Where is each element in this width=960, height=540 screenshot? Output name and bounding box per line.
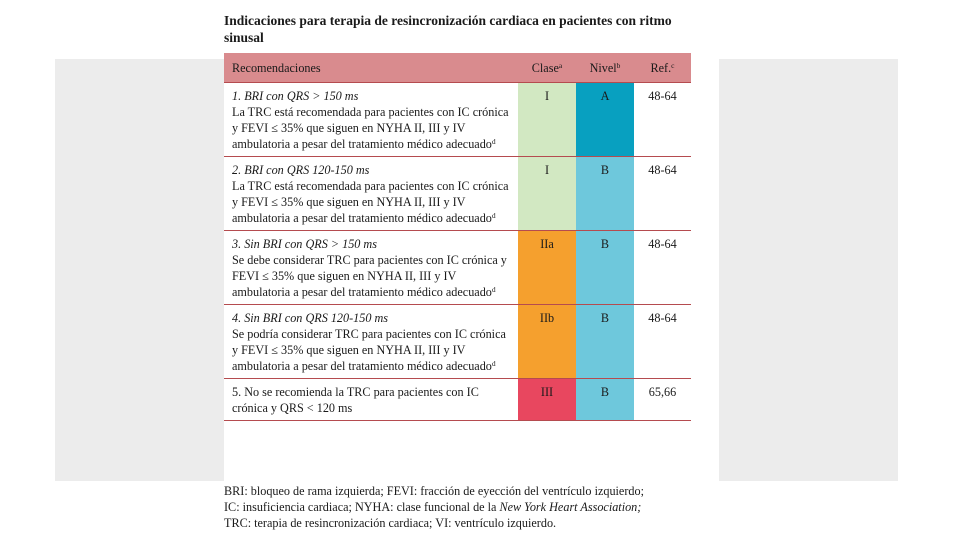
recommendation-text: La TRC está recomendada para pacientes c… (232, 179, 509, 225)
clase-cell: I (518, 156, 576, 231)
ref-cell: 48-64 (634, 156, 691, 231)
table-title: Indicaciones para terapia de resincroniz… (224, 13, 672, 45)
header-clase: Clasea (518, 53, 576, 83)
recommendation-cell: 2. BRI con QRS 120-150 ms La TRC está rec… (224, 156, 518, 231)
ref-cell: 48-64 (634, 304, 691, 379)
table-row: 4. Sin BRI con QRS 120-150 ms Se podría c… (224, 304, 691, 379)
recommendations-table: Recomendaciones Clasea Nivelb Ref.c 1. B… (224, 53, 691, 421)
header-nivel: Nivelb (576, 53, 634, 83)
ref-cell: 65,66 (634, 378, 691, 421)
clase-cell: IIa (518, 230, 576, 305)
ref-cell: 48-64 (634, 230, 691, 305)
table-row: 5. No se recomienda la TRC para paciente… (224, 378, 691, 421)
table-header-row: Recomendaciones Clasea Nivelb Ref.c (224, 53, 691, 83)
recommendation-text: Se debe considerar TRC para pacientes co… (232, 253, 507, 299)
footnote-marker: d (491, 211, 496, 220)
ref-cell: 48-64 (634, 82, 691, 157)
footnote-line-2: IC: insuficiencia cardiaca; NYHA: clase … (224, 500, 642, 514)
left-gray-panel (55, 59, 224, 481)
recommendation-text: La TRC está recomendada para pacientes c… (232, 105, 509, 151)
nivel-cell: B (576, 230, 634, 305)
clase-cell: III (518, 378, 576, 421)
nivel-cell: B (576, 378, 634, 421)
footnote-marker: d (491, 285, 496, 294)
table-row: 3. Sin BRI con QRS > 150 ms Se debe consi… (224, 230, 691, 305)
recommendation-heading: 4. Sin BRI con QRS 120-150 ms (232, 311, 389, 325)
clase-cell: IIb (518, 304, 576, 379)
footnote-marker: d (491, 137, 496, 146)
header-ref: Ref.c (634, 53, 691, 83)
footnote-line-1: BRI: bloqueo de rama izquierda; FEVI: fr… (224, 484, 644, 498)
footnote-line-3: TRC: terapia de resincronización cardiac… (224, 516, 557, 530)
nivel-cell: B (576, 304, 634, 379)
right-gray-panel (719, 59, 898, 481)
recommendation-text: 5. No se recomienda la TRC para paciente… (232, 385, 479, 415)
recommendation-heading: 2. BRI con QRS 120-150 ms (232, 163, 370, 177)
header-recomendaciones: Recomendaciones (224, 53, 518, 83)
recommendation-cell: 4. Sin BRI con QRS 120-150 ms Se podría c… (224, 304, 518, 379)
recommendation-heading: 1. BRI con QRS > 150 ms (232, 89, 359, 103)
clase-cell: I (518, 82, 576, 157)
table-footnote: BRI: bloqueo de rama izquierda; FEVI: fr… (224, 483, 704, 531)
recommendation-heading: 3. Sin BRI con QRS > 150 ms (232, 237, 377, 251)
table-row: 1. BRI con QRS > 150 ms La TRC está recom… (224, 82, 691, 157)
nivel-cell: A (576, 82, 634, 157)
recommendation-text: Se podría considerar TRC para pacientes … (232, 327, 506, 373)
table-row: 2. BRI con QRS 120-150 ms La TRC está rec… (224, 156, 691, 231)
recommendation-cell: 5. No se recomienda la TRC para paciente… (224, 378, 518, 421)
recommendation-cell: 3. Sin BRI con QRS > 150 ms Se debe consi… (224, 230, 518, 305)
footnote-marker: d (491, 359, 496, 368)
nivel-cell: B (576, 156, 634, 231)
recommendation-cell: 1. BRI con QRS > 150 ms La TRC está recom… (224, 82, 518, 157)
